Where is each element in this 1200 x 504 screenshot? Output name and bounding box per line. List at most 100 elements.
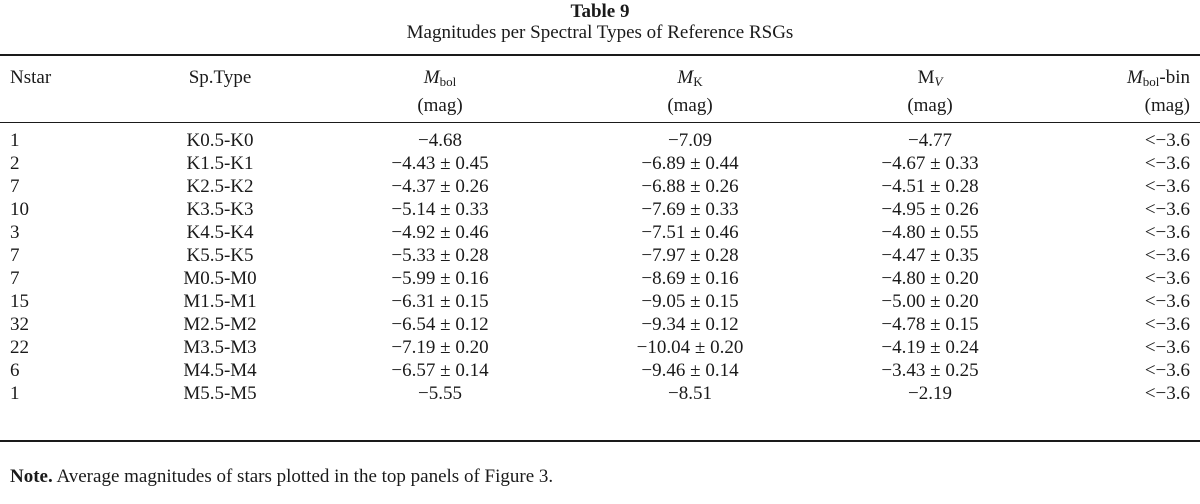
cell-mbol-bin: <−3.6: [1144, 314, 1190, 335]
cell-mk: −7.09: [668, 130, 712, 151]
cell-mv: −4.80 ± 0.55: [881, 222, 979, 243]
header-mv-sub: V: [934, 74, 943, 89]
cell-sptype: M4.5-M4: [183, 360, 257, 381]
cell-mv: −4.19 ± 0.24: [881, 337, 979, 358]
header-mbol-unit: (mag): [417, 95, 463, 116]
cell-nstar: 2: [10, 153, 20, 174]
header-mbolbin-symbol: M: [1126, 67, 1143, 88]
cell-mbol: −5.55: [418, 383, 462, 404]
header-mv: MV (mag): [860, 66, 1000, 118]
cell-nstar: 22: [10, 337, 29, 358]
cell-mbol: −6.31 ± 0.15: [391, 291, 489, 312]
cell-nstar: 32: [10, 314, 29, 335]
cell-sptype: K5.5-K5: [186, 245, 254, 266]
cell-mbol-bin: <−3.6: [1144, 153, 1190, 174]
bottom-rule: [0, 440, 1200, 442]
header-mk-sub: K: [693, 74, 703, 89]
cell-nstar: 1: [10, 130, 20, 151]
header-mv-unit: (mag): [907, 95, 953, 116]
cell-nstar: 3: [10, 222, 20, 243]
cell-sptype: M5.5-M5: [183, 383, 257, 404]
cell-nstar: 7: [10, 245, 20, 266]
cell-mbol: −5.14 ± 0.33: [391, 199, 489, 220]
header-mbol-sub: bol: [439, 74, 457, 89]
cell-mbol: −6.54 ± 0.12: [391, 314, 489, 335]
cell-mbol-bin: <−3.6: [1144, 176, 1190, 197]
table-row: 22 M3.5-M3 −7.19 ± 0.20 −10.04 ± 0.20 −4…: [0, 336, 1200, 359]
cell-mbol-bin: <−3.6: [1144, 130, 1190, 151]
cell-mv: −3.43 ± 0.25: [881, 360, 979, 381]
cell-mv: −4.67 ± 0.33: [881, 153, 979, 174]
note-label: Note.: [10, 466, 53, 487]
cell-mbol-bin: <−3.6: [1144, 245, 1190, 266]
table-body: 1 K0.5-K0 −4.68 −7.09 −4.77 <−3.6 2 K1.5…: [0, 129, 1200, 405]
cell-nstar: 10: [10, 199, 29, 220]
header-mbolbin-unit: (mag): [1144, 95, 1190, 116]
cell-mbol-bin: <−3.6: [1144, 222, 1190, 243]
cell-mbol-bin: <−3.6: [1144, 268, 1190, 289]
table-row: 7 M0.5-M0 −5.99 ± 0.16 −8.69 ± 0.16 −4.8…: [0, 267, 1200, 290]
cell-mbol-bin: <−3.6: [1144, 383, 1190, 404]
cell-mbol: −5.99 ± 0.16: [391, 268, 489, 289]
cell-mk: −9.05 ± 0.15: [641, 291, 739, 312]
cell-nstar: 7: [10, 268, 20, 289]
cell-nstar: 15: [10, 291, 29, 312]
cell-mk: −6.88 ± 0.26: [641, 176, 739, 197]
header-mbolbin-suffix: -bin: [1159, 67, 1190, 88]
table-row: 7 K5.5-K5 −5.33 ± 0.28 −7.97 ± 0.28 −4.4…: [0, 244, 1200, 267]
cell-mv: −4.51 ± 0.28: [881, 176, 979, 197]
cell-mbol: −4.43 ± 0.45: [391, 153, 489, 174]
table-row: 2 K1.5-K1 −4.43 ± 0.45 −6.89 ± 0.44 −4.6…: [0, 152, 1200, 175]
header-mk-symbol: M: [677, 67, 694, 88]
header-mbol-bin: Mbol-bin (mag): [1080, 66, 1190, 118]
table-title: Magnitudes per Spectral Types of Referen…: [406, 22, 794, 43]
cell-mv: −4.77: [908, 130, 952, 151]
cell-mbol: −4.37 ± 0.26: [391, 176, 489, 197]
cell-mk: −7.69 ± 0.33: [641, 199, 739, 220]
cell-sptype: K4.5-K4: [186, 222, 254, 243]
cell-mbol: −4.68: [418, 130, 462, 151]
cell-nstar: 1: [10, 383, 20, 404]
table-label: Table 9: [570, 1, 630, 22]
header-mk: MK (mag): [620, 66, 760, 118]
cell-mk: −8.69 ± 0.16: [641, 268, 739, 289]
cell-mbol-bin: <−3.6: [1144, 199, 1190, 220]
table-row: 1 M5.5-M5 −5.55 −8.51 −2.19 <−3.6: [0, 382, 1200, 405]
cell-mbol-bin: <−3.6: [1144, 360, 1190, 381]
cell-mv: −4.47 ± 0.35: [881, 245, 979, 266]
cell-mbol: −5.33 ± 0.28: [391, 245, 489, 266]
cell-mv: −5.00 ± 0.20: [881, 291, 979, 312]
cell-sptype: M3.5-M3: [183, 337, 257, 358]
cell-sptype: K1.5-K1: [186, 153, 254, 174]
header-mk-unit: (mag): [667, 95, 713, 116]
cell-mv: −4.80 ± 0.20: [881, 268, 979, 289]
table-row: 15 M1.5-M1 −6.31 ± 0.15 −9.05 ± 0.15 −5.…: [0, 290, 1200, 313]
cell-mk: −9.46 ± 0.14: [641, 360, 739, 381]
cell-mk: −6.89 ± 0.44: [641, 153, 739, 174]
cell-mk: −8.51: [668, 383, 712, 404]
cell-mv: −4.78 ± 0.15: [881, 314, 979, 335]
cell-mbol: −7.19 ± 0.20: [391, 337, 489, 358]
header-nstar: Nstar: [10, 67, 52, 88]
cell-mbol-bin: <−3.6: [1144, 337, 1190, 358]
cell-mk: −7.51 ± 0.46: [641, 222, 739, 243]
header-rule: [0, 122, 1200, 123]
cell-sptype: K3.5-K3: [186, 199, 254, 220]
cell-mbol: −6.57 ± 0.14: [391, 360, 489, 381]
table-row: 1 K0.5-K0 −4.68 −7.09 −4.77 <−3.6: [0, 129, 1200, 152]
header-mbol-symbol: M: [423, 67, 440, 88]
cell-mbol-bin: <−3.6: [1144, 291, 1190, 312]
table-note: Note. Average magnitudes of stars plotte…: [10, 466, 553, 488]
top-rule: [0, 54, 1200, 56]
cell-mk: −9.34 ± 0.12: [641, 314, 739, 335]
cell-mk: −10.04 ± 0.20: [636, 337, 744, 358]
header-mv-symbol: M: [917, 67, 935, 88]
header-mbolbin-sub: bol: [1142, 74, 1160, 89]
cell-mk: −7.97 ± 0.28: [641, 245, 739, 266]
table-row: 7 K2.5-K2 −4.37 ± 0.26 −6.88 ± 0.26 −4.5…: [0, 175, 1200, 198]
cell-mv: −2.19: [908, 383, 952, 404]
cell-mv: −4.95 ± 0.26: [881, 199, 979, 220]
cell-sptype: K0.5-K0: [186, 130, 254, 151]
header-mbol: Mbol (mag): [380, 66, 500, 118]
table-row: 32 M2.5-M2 −6.54 ± 0.12 −9.34 ± 0.12 −4.…: [0, 313, 1200, 336]
